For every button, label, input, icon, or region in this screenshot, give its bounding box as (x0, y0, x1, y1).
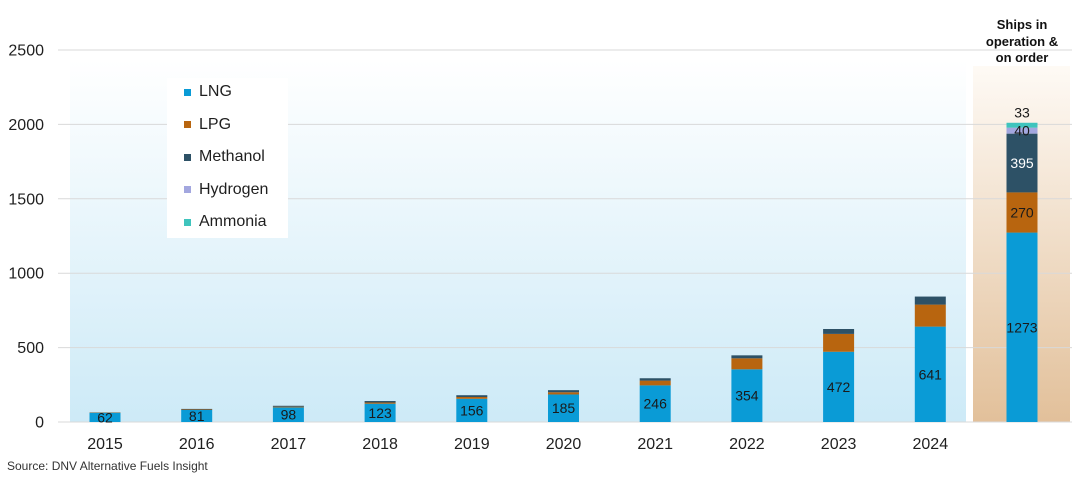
data-label-lng-2022: 354 (735, 388, 759, 404)
bar-lng-2023 (823, 351, 855, 422)
x-tick-label-2015: 2015 (87, 436, 123, 453)
x-tick-label-2019: 2019 (454, 436, 490, 453)
bar-lpg-2020 (548, 392, 579, 395)
bar-methanol-ships-in-operation-on-order (1006, 133, 1038, 193)
bar-methanol-2019 (456, 395, 488, 398)
x-tick-label-2024: 2024 (913, 436, 949, 453)
data-label-lng-ships-in-operation-on-order: 1273 (1006, 319, 1037, 335)
axis-labels: 0 500 1000 1500 2000 2500 2015 2016 2017 2018 2019… (8, 43, 948, 454)
legend-item-methanol: Methanol (167, 147, 288, 167)
x-tick-label-2018: 2018 (362, 436, 398, 453)
bar-lpg-2022 (731, 358, 763, 370)
data-label-lng-2024: 641 (919, 366, 943, 382)
data-labels: 62 81 98 123 156 185 246 354 472 641 1273 270 395 40 3… (97, 104, 1038, 425)
bar-lng-2022 (731, 369, 763, 422)
bar-lpg-2024 (914, 304, 946, 327)
on-order-column-header: Ships in operation & on order (985, 17, 1059, 65)
bar-methanol-2024 (914, 296, 946, 305)
data-label-methanol-ships-in-operation-on-order: 395 (1010, 155, 1034, 171)
y-tick-label-1500: 1500 (8, 191, 44, 208)
legend-item-lng: LNG (167, 82, 288, 102)
bar-lng-2015 (89, 412, 121, 422)
bar-lng-2017 (272, 407, 304, 422)
data-label-hydrogen-ships-in-operation-on-order: 40 (1014, 123, 1030, 139)
bar-lpg-2018 (364, 402, 396, 404)
data-label-lng-2018: 123 (368, 405, 392, 421)
bar-lng-2018 (364, 403, 396, 422)
bar-methanol-2020 (548, 390, 579, 393)
data-label-lng-2015: 62 (97, 409, 113, 425)
data-label-lng-2017: 98 (281, 407, 297, 423)
bars (89, 122, 1038, 422)
y-tick-label-0: 0 (35, 415, 44, 432)
legend-label-lng: LNG (199, 83, 232, 100)
legend-swatch-methanol (184, 153, 191, 161)
data-label-lng-2021: 246 (644, 396, 668, 412)
source-note: Source: DNV Alternative Fuels Insight (7, 459, 208, 473)
data-label-lng-2019: 156 (460, 402, 484, 418)
legend-swatch-lpg (184, 121, 191, 128)
legend-swatch-ammonia (184, 218, 191, 226)
x-tick-label-2021: 2021 (637, 436, 673, 453)
bar-ammonia-ships-in-operation-on-order (1006, 122, 1038, 128)
data-label-lng-2020: 185 (552, 400, 576, 416)
y-tick-label-2000: 2000 (8, 117, 44, 134)
y-tick-label-2500: 2500 (8, 43, 44, 60)
legend-label-methanol: Methanol (199, 148, 265, 165)
data-label-ammonia-ships-in-operation-on-order: 33 (1014, 104, 1030, 120)
bar-lng-2016 (181, 409, 213, 422)
legend-label-ammonia: Ammonia (199, 213, 267, 230)
data-label-lng-2016: 81 (189, 408, 205, 424)
bar-lng-2020 (548, 394, 579, 422)
bar-lpg-2019 (456, 397, 488, 399)
y-tick-label-1000: 1000 (8, 266, 44, 283)
bar-lng-ships-in-operation-on-order (1006, 232, 1038, 422)
legend-label-lpg: LPG (199, 115, 232, 133)
legend-item-hydrogen: Hydrogen (167, 180, 288, 200)
x-tick-label-2020: 2020 (546, 436, 582, 453)
data-label-lpg-ships-in-operation-on-order: 270 (1010, 204, 1034, 220)
bar-methanol-2022 (731, 355, 763, 359)
legend-item-lpg: LPG (167, 115, 288, 135)
bar-lng-2021 (639, 385, 671, 422)
legend-swatch-lng (184, 88, 191, 96)
bar-lpg-2023 (823, 333, 855, 352)
legend-label-hydrogen: Hydrogen (199, 180, 269, 198)
bar-lpg-2021 (639, 380, 671, 386)
bar-hydrogen-ships-in-operation-on-order (1006, 127, 1038, 134)
x-tick-label-2022: 2022 (729, 436, 765, 453)
bar-lpg-2017 (272, 406, 304, 408)
data-label-lng-2023: 472 (827, 379, 851, 395)
bar-lpg-ships-in-operation-on-order (1006, 192, 1038, 233)
legend: LNG LPG Methanol Hydrogen Ammonia (167, 78, 288, 238)
bar-methanol-2018 (364, 401, 396, 403)
x-tick-label-2017: 2017 (271, 436, 307, 453)
bar-methanol-2017 (272, 405, 304, 407)
bar-lng-2024 (914, 326, 946, 422)
bar-lng-2019 (456, 398, 488, 422)
bar-methanol-2021 (639, 378, 671, 381)
y-tick-label-500: 500 (17, 340, 44, 357)
legend-swatch-hydrogen (184, 186, 191, 193)
x-tick-label-2023: 2023 (821, 436, 857, 453)
legend-item-ammonia: Ammonia (167, 212, 288, 232)
x-tick-label-2016: 2016 (179, 436, 215, 453)
bar-methanol-2016 (181, 408, 213, 410)
bar-methanol-2023 (823, 329, 855, 334)
